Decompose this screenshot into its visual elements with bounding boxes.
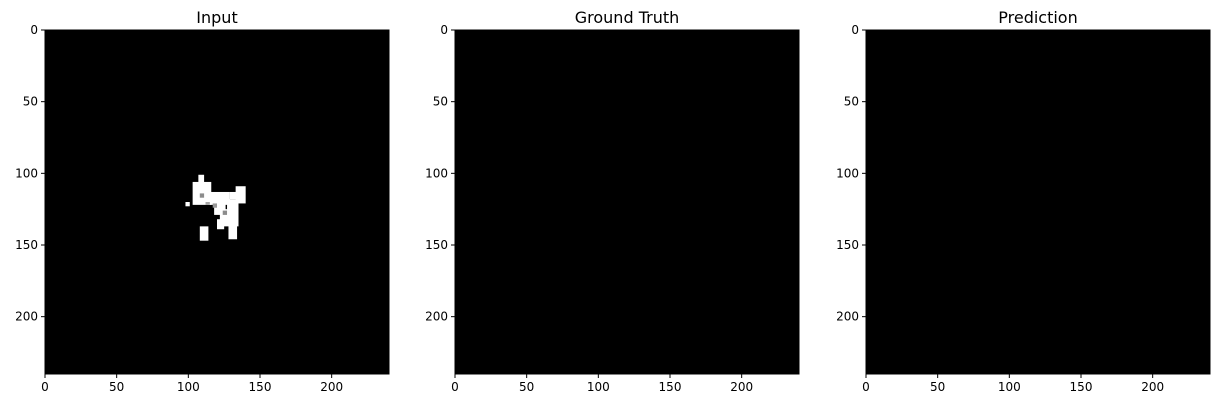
panel-title: Prediction	[998, 8, 1077, 27]
y-ticks: 0 50 100 150 200	[425, 23, 455, 324]
y-tick-label: 200	[425, 310, 448, 324]
x-tick-label: 0	[862, 380, 870, 394]
pixel-region	[222, 210, 228, 215]
pixel-region	[199, 226, 209, 241]
pixel-region	[228, 222, 238, 240]
x-tick-label: 0	[451, 380, 459, 394]
panel-title: Ground Truth	[575, 8, 680, 27]
y-tick-label: 100	[836, 166, 859, 180]
y-tick-label: 150	[425, 238, 448, 252]
pixel-region	[212, 203, 217, 208]
y-tick-label: 100	[425, 166, 448, 180]
x-tick-label: 150	[659, 380, 682, 394]
y-tick-label: 100	[15, 166, 38, 180]
panel-title: Input	[196, 8, 237, 27]
image-area	[455, 30, 799, 374]
pixel-region	[235, 186, 246, 204]
x-tick-label: 100	[998, 380, 1021, 394]
y-tick-label: 150	[15, 238, 38, 252]
x-tick-label: 0	[41, 380, 49, 394]
y-tick-label: 200	[15, 310, 38, 324]
x-ticks: 0 50 100 150 200	[451, 374, 753, 394]
x-tick-label: 150	[1070, 380, 1093, 394]
x-tick-label: 200	[320, 380, 343, 394]
pixel-region	[227, 199, 239, 217]
image-area	[866, 30, 1210, 374]
pixel-region	[185, 202, 190, 207]
y-ticks: 0 50 100 150 200	[15, 23, 45, 324]
x-tick-label: 100	[587, 380, 610, 394]
pixel-region	[214, 200, 226, 215]
x-tick-label: 200	[1141, 380, 1164, 394]
x-tick-label: 100	[177, 380, 200, 394]
axes-frame	[44, 29, 390, 375]
y-tick-label: 0	[440, 23, 448, 37]
x-tick-label: 50	[109, 380, 124, 394]
y-tick-label: 150	[836, 238, 859, 252]
y-tick-label: 50	[844, 95, 859, 109]
x-ticks: 0 50 100 150 200	[41, 374, 343, 394]
x-tick-label: 50	[930, 380, 945, 394]
axes-frame	[454, 29, 800, 375]
pixel-region	[198, 174, 205, 184]
panel-ground-truth: Ground Truth 0 50 100 150 200 0 50 100 150 200	[425, 8, 800, 394]
pixel-region	[217, 219, 225, 230]
pixels	[185, 174, 246, 241]
pixel-region	[199, 193, 205, 198]
x-ticks: 0 50 100 150 200	[862, 374, 1164, 394]
y-tick-label: 50	[23, 95, 38, 109]
y-tick-label: 0	[851, 23, 859, 37]
y-tick-label: 200	[836, 310, 859, 324]
panel-prediction: Prediction 0 50 100 150 200 0 50 100 150 200	[836, 8, 1211, 394]
y-tick-label: 50	[433, 95, 448, 109]
pixel-region	[205, 202, 210, 205]
x-tick-label: 150	[249, 380, 272, 394]
axes-frame	[865, 29, 1211, 375]
x-tick-label: 200	[730, 380, 753, 394]
x-tick-label: 50	[519, 380, 534, 394]
panel-input: Input 0 50 100 150 200 0 50 100 150 200	[15, 8, 390, 394]
y-tick-label: 0	[30, 23, 38, 37]
pixel-region	[229, 191, 239, 200]
y-ticks: 0 50 100 150 200	[836, 23, 866, 324]
